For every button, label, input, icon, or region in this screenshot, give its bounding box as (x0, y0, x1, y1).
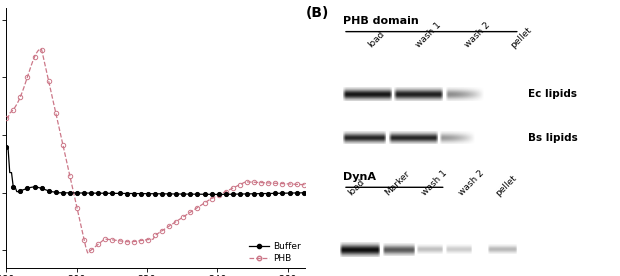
Text: (B): (B) (306, 6, 329, 20)
Text: wash 2: wash 2 (457, 169, 486, 198)
Text: wash 1: wash 1 (414, 21, 443, 50)
Text: Ec lipids: Ec lipids (528, 89, 577, 99)
Text: wash 1: wash 1 (420, 169, 449, 198)
Text: wash 2: wash 2 (463, 21, 492, 50)
Text: pellet: pellet (508, 25, 533, 50)
Text: Marker: Marker (383, 169, 412, 198)
Legend: Buffer, PHB: Buffer, PHB (249, 243, 301, 263)
Text: load: load (366, 30, 386, 50)
Text: pellet: pellet (494, 173, 519, 198)
Text: DynA: DynA (343, 172, 376, 182)
Text: PHB domain: PHB domain (343, 16, 418, 26)
Text: load: load (346, 178, 366, 198)
Text: Bs lipids: Bs lipids (528, 133, 578, 143)
